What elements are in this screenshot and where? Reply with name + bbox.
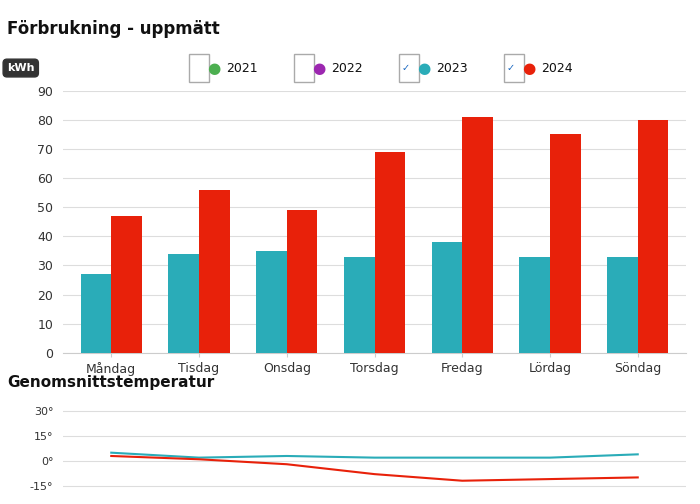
Bar bbox=[638, 120, 668, 353]
Bar bbox=[607, 257, 638, 353]
Bar bbox=[199, 190, 230, 353]
Bar bbox=[287, 210, 318, 353]
Text: 2022: 2022 bbox=[331, 61, 363, 75]
Bar bbox=[374, 152, 405, 353]
Bar bbox=[519, 257, 550, 353]
Text: kWh: kWh bbox=[7, 63, 34, 73]
Bar bbox=[344, 257, 374, 353]
Text: ●: ● bbox=[417, 60, 430, 76]
Bar bbox=[80, 274, 111, 353]
Bar bbox=[111, 216, 142, 353]
Text: Genomsnittstemperatur: Genomsnittstemperatur bbox=[7, 374, 214, 390]
Text: 2024: 2024 bbox=[541, 61, 573, 75]
Text: ✓: ✓ bbox=[507, 63, 515, 73]
Bar bbox=[462, 117, 493, 353]
Bar bbox=[550, 135, 581, 353]
Text: ●: ● bbox=[207, 60, 220, 76]
Bar bbox=[431, 242, 462, 353]
Text: 2021: 2021 bbox=[226, 61, 258, 75]
Bar bbox=[256, 251, 287, 353]
Text: ●: ● bbox=[312, 60, 326, 76]
Bar bbox=[168, 254, 199, 353]
Text: Förbrukning - uppmätt: Förbrukning - uppmätt bbox=[7, 20, 220, 38]
Text: ●: ● bbox=[522, 60, 536, 76]
Text: ✓: ✓ bbox=[402, 63, 410, 73]
Text: 2023: 2023 bbox=[436, 61, 468, 75]
